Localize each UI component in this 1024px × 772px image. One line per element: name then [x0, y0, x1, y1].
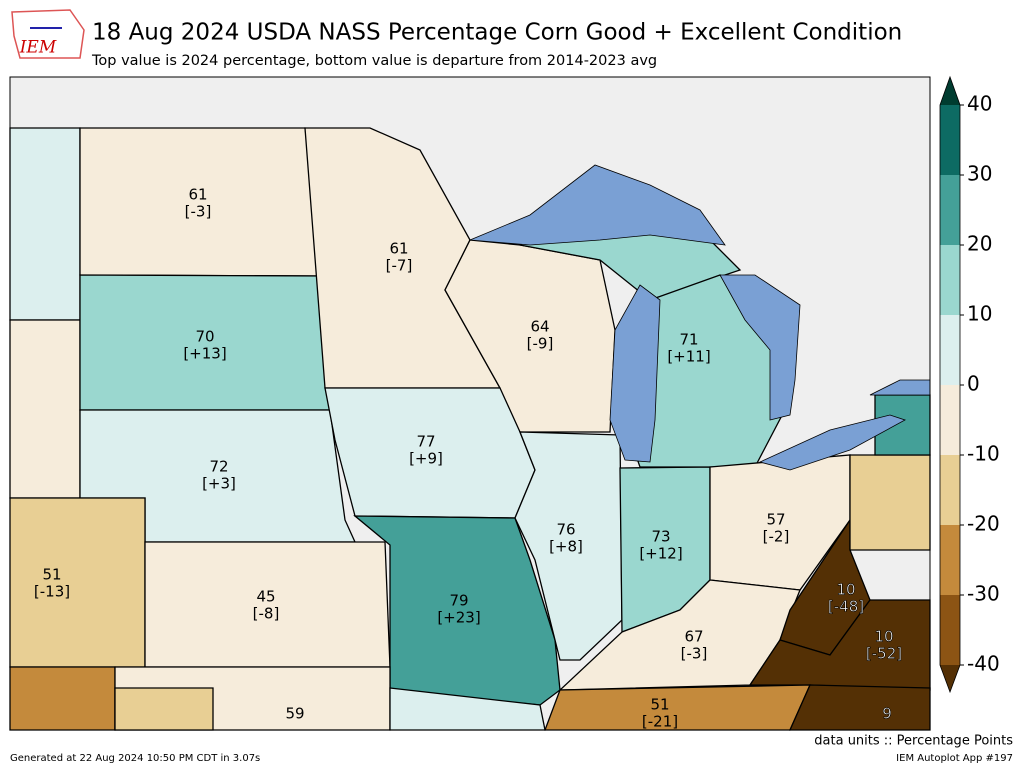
map: [9, 76, 931, 731]
colorbar-segment: [940, 315, 960, 385]
logo: IEM: [11, 9, 85, 59]
colorbar-segment: [940, 245, 960, 315]
state-departure: [-48]: [828, 598, 864, 616]
colorbar-under: [940, 665, 960, 692]
state-value: 10: [874, 628, 893, 646]
state-departure: [-9]: [527, 335, 554, 353]
state-value: 51: [650, 696, 669, 714]
units-label: data units :: Percentage Points: [814, 734, 1013, 749]
state-departure: [-13]: [34, 583, 70, 601]
state-departure: [+8]: [549, 538, 583, 556]
subtitle: Top value is 2024 percentage, bottom val…: [91, 53, 657, 69]
state-departure: [+9]: [409, 450, 443, 468]
state-value: 79: [449, 592, 468, 610]
title: 18 Aug 2024 USDA NASS Percentage Corn Go…: [92, 20, 902, 46]
colorbar-tick-label: -30: [967, 582, 1000, 606]
colorbar-segment: [940, 595, 960, 665]
colorbar-tick-label: 30: [967, 162, 992, 186]
state-value: 77: [416, 433, 435, 451]
colorbar: 40 30 20 10 0 -10 -20 -30 -40: [939, 75, 1000, 694]
state-value: 67: [684, 628, 703, 646]
state-value: 10: [836, 581, 855, 599]
state-value: 71: [679, 331, 698, 349]
state-departure: [-8]: [253, 605, 280, 623]
state-value: 70: [195, 328, 214, 346]
state-value: 61: [389, 240, 408, 258]
state-value: 59: [285, 705, 304, 723]
colorbar-segment: [940, 455, 960, 525]
state-departure: [+3]: [202, 475, 236, 493]
state-value: 61: [188, 186, 207, 204]
state-value: 73: [651, 528, 670, 546]
colorbar-tick-label: 10: [967, 302, 992, 326]
colorbar-tick-label: 40: [967, 92, 992, 116]
colorbar-over: [940, 77, 960, 105]
generated-text: Generated at 22 Aug 2024 10:50 PM CDT in…: [10, 753, 260, 764]
colorbar-tick-label: -10: [967, 442, 1000, 466]
state-value: 51: [42, 566, 61, 584]
state-value: 9: [882, 705, 892, 723]
state-departure: [+12]: [639, 545, 682, 563]
state-departure: [-2]: [763, 528, 790, 546]
colorbar-segment: [940, 525, 960, 595]
colorbar-tick-label: 20: [967, 232, 992, 256]
state-departure: [-7]: [386, 257, 413, 275]
colorbar-tick-label: -20: [967, 512, 1000, 536]
state-departure: [+13]: [183, 345, 226, 363]
state-departure: [-3]: [681, 645, 708, 663]
state-value: 45: [256, 588, 275, 606]
colorbar-tick-label: 0: [967, 372, 980, 396]
state-value: 64: [530, 318, 549, 336]
colorbar-segment: [940, 105, 960, 175]
colorbar-segment: [940, 175, 960, 245]
state-departure: [-21]: [642, 713, 678, 731]
state-departure: [+23]: [437, 609, 480, 627]
state-departure: [-3]: [185, 203, 212, 221]
state-departure: [+11]: [667, 348, 710, 366]
state-value: 57: [766, 511, 785, 529]
state-departure: [-52]: [866, 645, 902, 663]
logo-text: IEM: [19, 38, 57, 58]
app-text: IEM Autoplot App #197: [896, 753, 1013, 764]
state-value: 72: [209, 458, 228, 476]
colorbar-segment: [940, 385, 960, 455]
state-value: 76: [556, 521, 575, 539]
colorbar-tick-label: -40: [967, 652, 1000, 676]
